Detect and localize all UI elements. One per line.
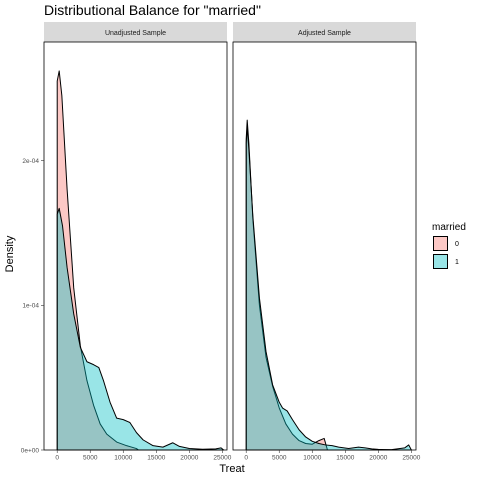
legend-label: 1 (455, 259, 459, 266)
legend-item: 1 (433, 254, 459, 269)
legend-item: 0 (433, 236, 459, 251)
legend-items: 01 (433, 236, 459, 269)
x-axis-title: Treat (219, 463, 244, 475)
facet-strip-label: Adjusted Sample (298, 30, 351, 37)
x-tick-label: 10000 (114, 455, 132, 462)
x-tick-label: 25000 (402, 455, 420, 462)
x-tick-label: 5000 (83, 455, 98, 462)
x-tick-label: 15000 (147, 455, 165, 462)
x-tick-label: 15000 (336, 455, 354, 462)
y-tick-label: 0e+00 (21, 447, 40, 454)
legend: married 01 (432, 222, 466, 269)
panel-border (232, 41, 417, 451)
facet-panels: Unadjusted Sample 0 5000 10000 15000 20000 250… (21, 22, 421, 462)
x-tick-label: 10000 (303, 455, 321, 462)
y-tick-label: 2e-04 (22, 158, 39, 165)
y-tick-label: 1e-04 (22, 303, 39, 310)
density-area-married-1 (56, 207, 225, 451)
chart-title: Distributional Balance for "married" (44, 2, 261, 18)
legend-swatch (433, 236, 448, 251)
panel-border (43, 41, 228, 451)
facet-panel: Adjusted Sample 0 5000 10000 15000 20000 25000 (232, 22, 421, 462)
density-area-married-1 (245, 126, 412, 451)
x-tick-label: 0 (55, 455, 59, 462)
x-tick-label: 25000 (213, 455, 231, 462)
facet-strip-label: Unadjusted Sample (105, 30, 166, 37)
y-axis: 0e+00 1e-04 2e-04 (21, 158, 44, 454)
facet-panel: Unadjusted Sample 0 5000 10000 15000 20000 250… (43, 22, 232, 462)
legend-key-bg (433, 254, 448, 269)
x-tick-label: 20000 (369, 455, 387, 462)
legend-label: 0 (455, 241, 459, 248)
legend-swatch (433, 254, 448, 269)
x-tick-label: 20000 (180, 455, 198, 462)
facet-strip (44, 22, 227, 42)
legend-title: married (432, 222, 466, 233)
legend-key-bg (433, 236, 448, 251)
y-axis-title: Density (4, 235, 16, 272)
density-area-married-0 (56, 70, 139, 451)
x-tick-label: 0 (244, 455, 248, 462)
x-tick-label: 5000 (272, 455, 287, 462)
facet-strip (233, 22, 416, 42)
